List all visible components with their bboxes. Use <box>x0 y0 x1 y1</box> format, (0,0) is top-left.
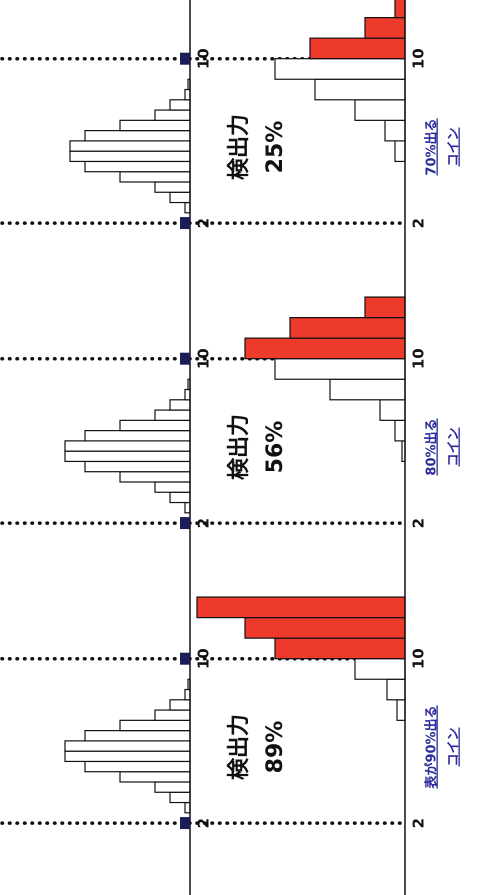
bar <box>170 400 190 410</box>
bar <box>395 0 405 18</box>
bar <box>155 782 190 792</box>
bar <box>85 761 190 771</box>
x-tick-label: 2 <box>195 818 213 828</box>
coin-label: 70%出る <box>424 118 440 175</box>
bar <box>120 472 190 482</box>
bar <box>380 400 405 421</box>
bar <box>170 492 190 502</box>
page: 221010検出力89%表が90%出るコイン221010検出力56%80%出るコ… <box>0 0 481 895</box>
bar <box>275 638 405 659</box>
bar <box>355 100 405 121</box>
bar <box>120 420 190 430</box>
bar <box>65 751 190 761</box>
bar <box>70 141 190 151</box>
bar <box>197 597 405 618</box>
bar <box>275 359 405 380</box>
bar <box>365 18 405 39</box>
x-tick-label: 2 <box>195 218 213 228</box>
bar <box>330 379 405 400</box>
bar <box>170 700 190 710</box>
x-tick-label: 10 <box>410 48 428 69</box>
bar <box>170 100 190 110</box>
bar <box>85 431 190 441</box>
chart: 221010検出力89%表が90%出るコイン221010検出力56%80%出るコ… <box>0 0 481 895</box>
bar <box>85 131 190 141</box>
bar <box>395 141 405 162</box>
bar <box>85 731 190 741</box>
x-tick-label: 10 <box>410 348 428 369</box>
x-tick-label: 2 <box>410 818 428 828</box>
annotation-label: 検出力 <box>227 114 252 180</box>
annotation-value: 56% <box>263 421 288 474</box>
bar <box>65 741 190 751</box>
coin-label: コイン <box>447 727 462 766</box>
tick-mark <box>180 53 190 65</box>
bar <box>155 182 190 192</box>
bar <box>397 700 405 721</box>
bar <box>395 420 405 441</box>
x-tick-label: 10 <box>195 648 213 669</box>
coin-label: コイン <box>447 427 462 466</box>
annotation-label: 検出力 <box>227 414 252 480</box>
coin-label: 表が90%出る <box>424 705 440 789</box>
bar <box>120 720 190 730</box>
bar <box>65 451 190 461</box>
bar <box>155 482 190 492</box>
x-tick-label: 10 <box>410 648 428 669</box>
x-tick-label: 2 <box>410 518 428 528</box>
annotation-value: 25% <box>263 121 288 174</box>
tick-mark <box>180 517 190 529</box>
bar <box>70 151 190 161</box>
x-tick-label: 2 <box>195 518 213 528</box>
bar <box>315 79 405 100</box>
bar <box>387 679 405 700</box>
bar <box>85 161 190 171</box>
tick-mark <box>180 653 190 665</box>
bar <box>245 338 405 359</box>
x-tick-label: 2 <box>410 218 428 228</box>
bar <box>245 618 405 639</box>
bar <box>290 318 405 339</box>
bar <box>85 461 190 471</box>
tick-mark <box>180 817 190 829</box>
bar <box>155 110 190 120</box>
x-tick-label: 10 <box>195 48 213 69</box>
coin-label: コイン <box>447 127 462 166</box>
x-tick-label: 10 <box>195 348 213 369</box>
bar <box>355 659 405 680</box>
bar <box>155 710 190 720</box>
bar <box>170 792 190 802</box>
bar <box>170 192 190 202</box>
bar <box>120 120 190 130</box>
bar <box>275 59 405 80</box>
bar <box>310 38 405 59</box>
bar <box>65 441 190 451</box>
tick-mark <box>180 217 190 229</box>
annotation-value: 89% <box>263 721 288 774</box>
bar <box>120 772 190 782</box>
bar <box>120 172 190 182</box>
bar <box>155 410 190 420</box>
annotation-label: 検出力 <box>227 714 252 780</box>
bar <box>365 297 405 318</box>
coin-label: 80%出る <box>424 418 440 475</box>
tick-mark <box>180 353 190 365</box>
bar <box>385 120 405 141</box>
